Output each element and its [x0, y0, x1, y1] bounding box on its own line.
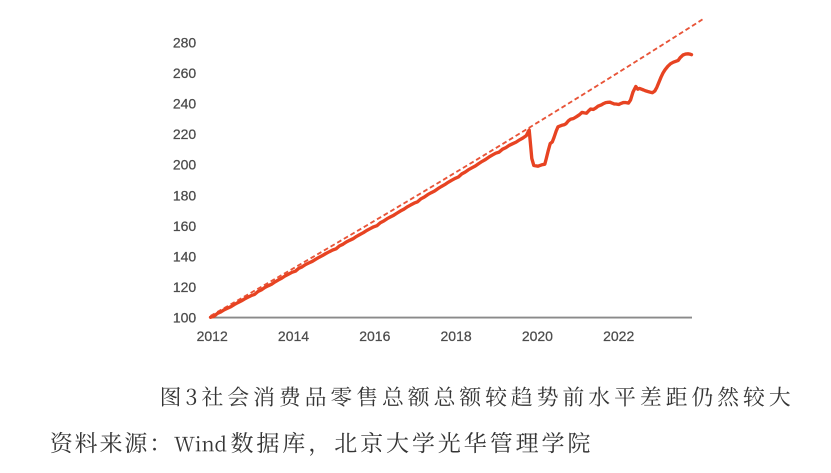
svg-text:180: 180	[173, 187, 197, 203]
svg-text:160: 160	[173, 218, 197, 234]
svg-text:2016: 2016	[359, 328, 390, 344]
svg-text:2020: 2020	[522, 328, 553, 344]
svg-text:200: 200	[173, 157, 197, 173]
svg-text:220: 220	[173, 126, 197, 142]
svg-text:260: 260	[173, 65, 197, 81]
svg-text:140: 140	[173, 248, 197, 264]
svg-text:120: 120	[173, 279, 197, 295]
svg-text:100: 100	[173, 309, 197, 325]
svg-text:240: 240	[173, 96, 197, 112]
svg-text:2014: 2014	[278, 328, 309, 344]
svg-text:2012: 2012	[197, 328, 228, 344]
svg-text:2018: 2018	[441, 328, 472, 344]
svg-text:2022: 2022	[603, 328, 634, 344]
svg-text:280: 280	[173, 35, 197, 51]
